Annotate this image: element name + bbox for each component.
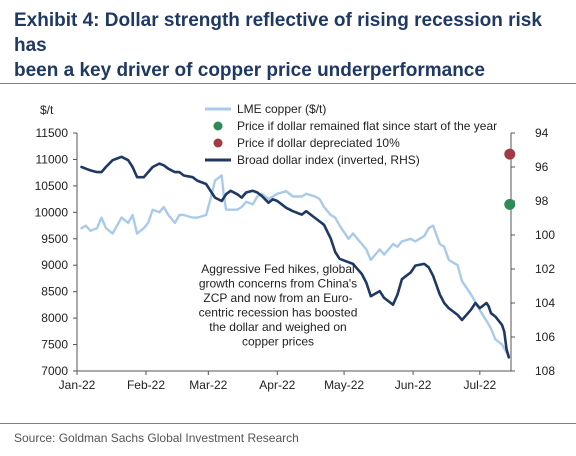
legend-entry-label: Price if dollar depreciated 10%	[237, 136, 400, 150]
source-divider	[0, 423, 576, 424]
y-right-tick-label: 102	[535, 262, 555, 276]
title-line-2: been a key driver of copper price underp…	[14, 60, 485, 81]
annotation-line: Aggressive Fed hikes, global	[201, 262, 354, 276]
y-left-tick-label: 7000	[41, 364, 68, 378]
legend-swatch-flat-dollar	[213, 121, 223, 131]
y-left-label: $/t	[40, 103, 54, 117]
x-tick-label: Mar-22	[189, 378, 227, 392]
y-right-tick-label: 96	[535, 160, 549, 174]
x-tick-label: Jan-22	[59, 378, 96, 392]
y-right-tick-label: 108	[535, 364, 555, 378]
flat-dollar-price-marker	[504, 198, 516, 210]
y-left-tick-label: 7500	[41, 338, 68, 352]
annotation-line: ZCP and now from an Euro-	[203, 291, 352, 305]
chart-title: Exhibit 4: Dollar strength reflective of…	[14, 8, 564, 83]
y-left-tick-label: 8000	[41, 311, 68, 325]
y-left-tick-label: 9000	[41, 258, 68, 272]
y-left-tick-label: 10000	[35, 205, 69, 219]
x-tick-label: Apr-22	[259, 378, 295, 392]
series-layer	[80, 148, 516, 359]
annotation-line: centric recession has boosted	[199, 306, 358, 320]
legend-entry-label: Price if dollar remained flat since star…	[237, 119, 497, 133]
chart-svg: $/t 7000 7500 8000 8500 9000 9500 10000 10500 110…	[35, 102, 556, 392]
y-left-tick-label: 11500	[36, 126, 69, 140]
dollar-index-line	[80, 155, 511, 359]
copper-price-line	[80, 174, 510, 357]
annotation-line: copper prices	[242, 335, 314, 349]
x-tick-label: Jul-22	[463, 378, 496, 392]
title-divider	[0, 83, 576, 84]
annotation-line: the dollar and weighed on	[209, 320, 346, 334]
legend: LME copper ($/t) Price if dollar remained…	[205, 102, 497, 167]
legend-swatch-depreciated-dollar	[213, 138, 223, 148]
y-right-tick-label: 94	[535, 126, 549, 140]
y-right-tick-label: 104	[535, 296, 555, 310]
title-line-1: Exhibit 4: Dollar strength reflective of…	[14, 10, 542, 56]
y-right-tick-label: 98	[535, 194, 549, 208]
y-right-tick-label: 106	[535, 330, 555, 344]
annotation-line: growth concerns from China's	[199, 277, 357, 291]
axes-layer: $/t 7000 7500 8000 8500 9000 9500 10000 10500 110…	[35, 103, 556, 392]
x-tick-label: May-22	[324, 378, 364, 392]
legend-entry-label: LME copper ($/t)	[237, 102, 326, 116]
y-left-tick-label: 8500	[41, 285, 68, 299]
source-note: Source: Goldman Sachs Global Investment …	[14, 431, 299, 445]
y-left-tick-label: 10500	[35, 179, 69, 193]
x-tick-label: Jun-22	[395, 378, 432, 392]
depreciated-dollar-price-marker	[504, 148, 516, 160]
y-left-tick-label: 9500	[41, 232, 68, 246]
legend-entry-label: Broad dollar index (inverted, RHS)	[237, 153, 420, 167]
y-left-tick-label: 11000	[36, 152, 69, 166]
y-right-tick-label: 100	[535, 228, 555, 242]
x-tick-label: Feb-22	[127, 378, 165, 392]
